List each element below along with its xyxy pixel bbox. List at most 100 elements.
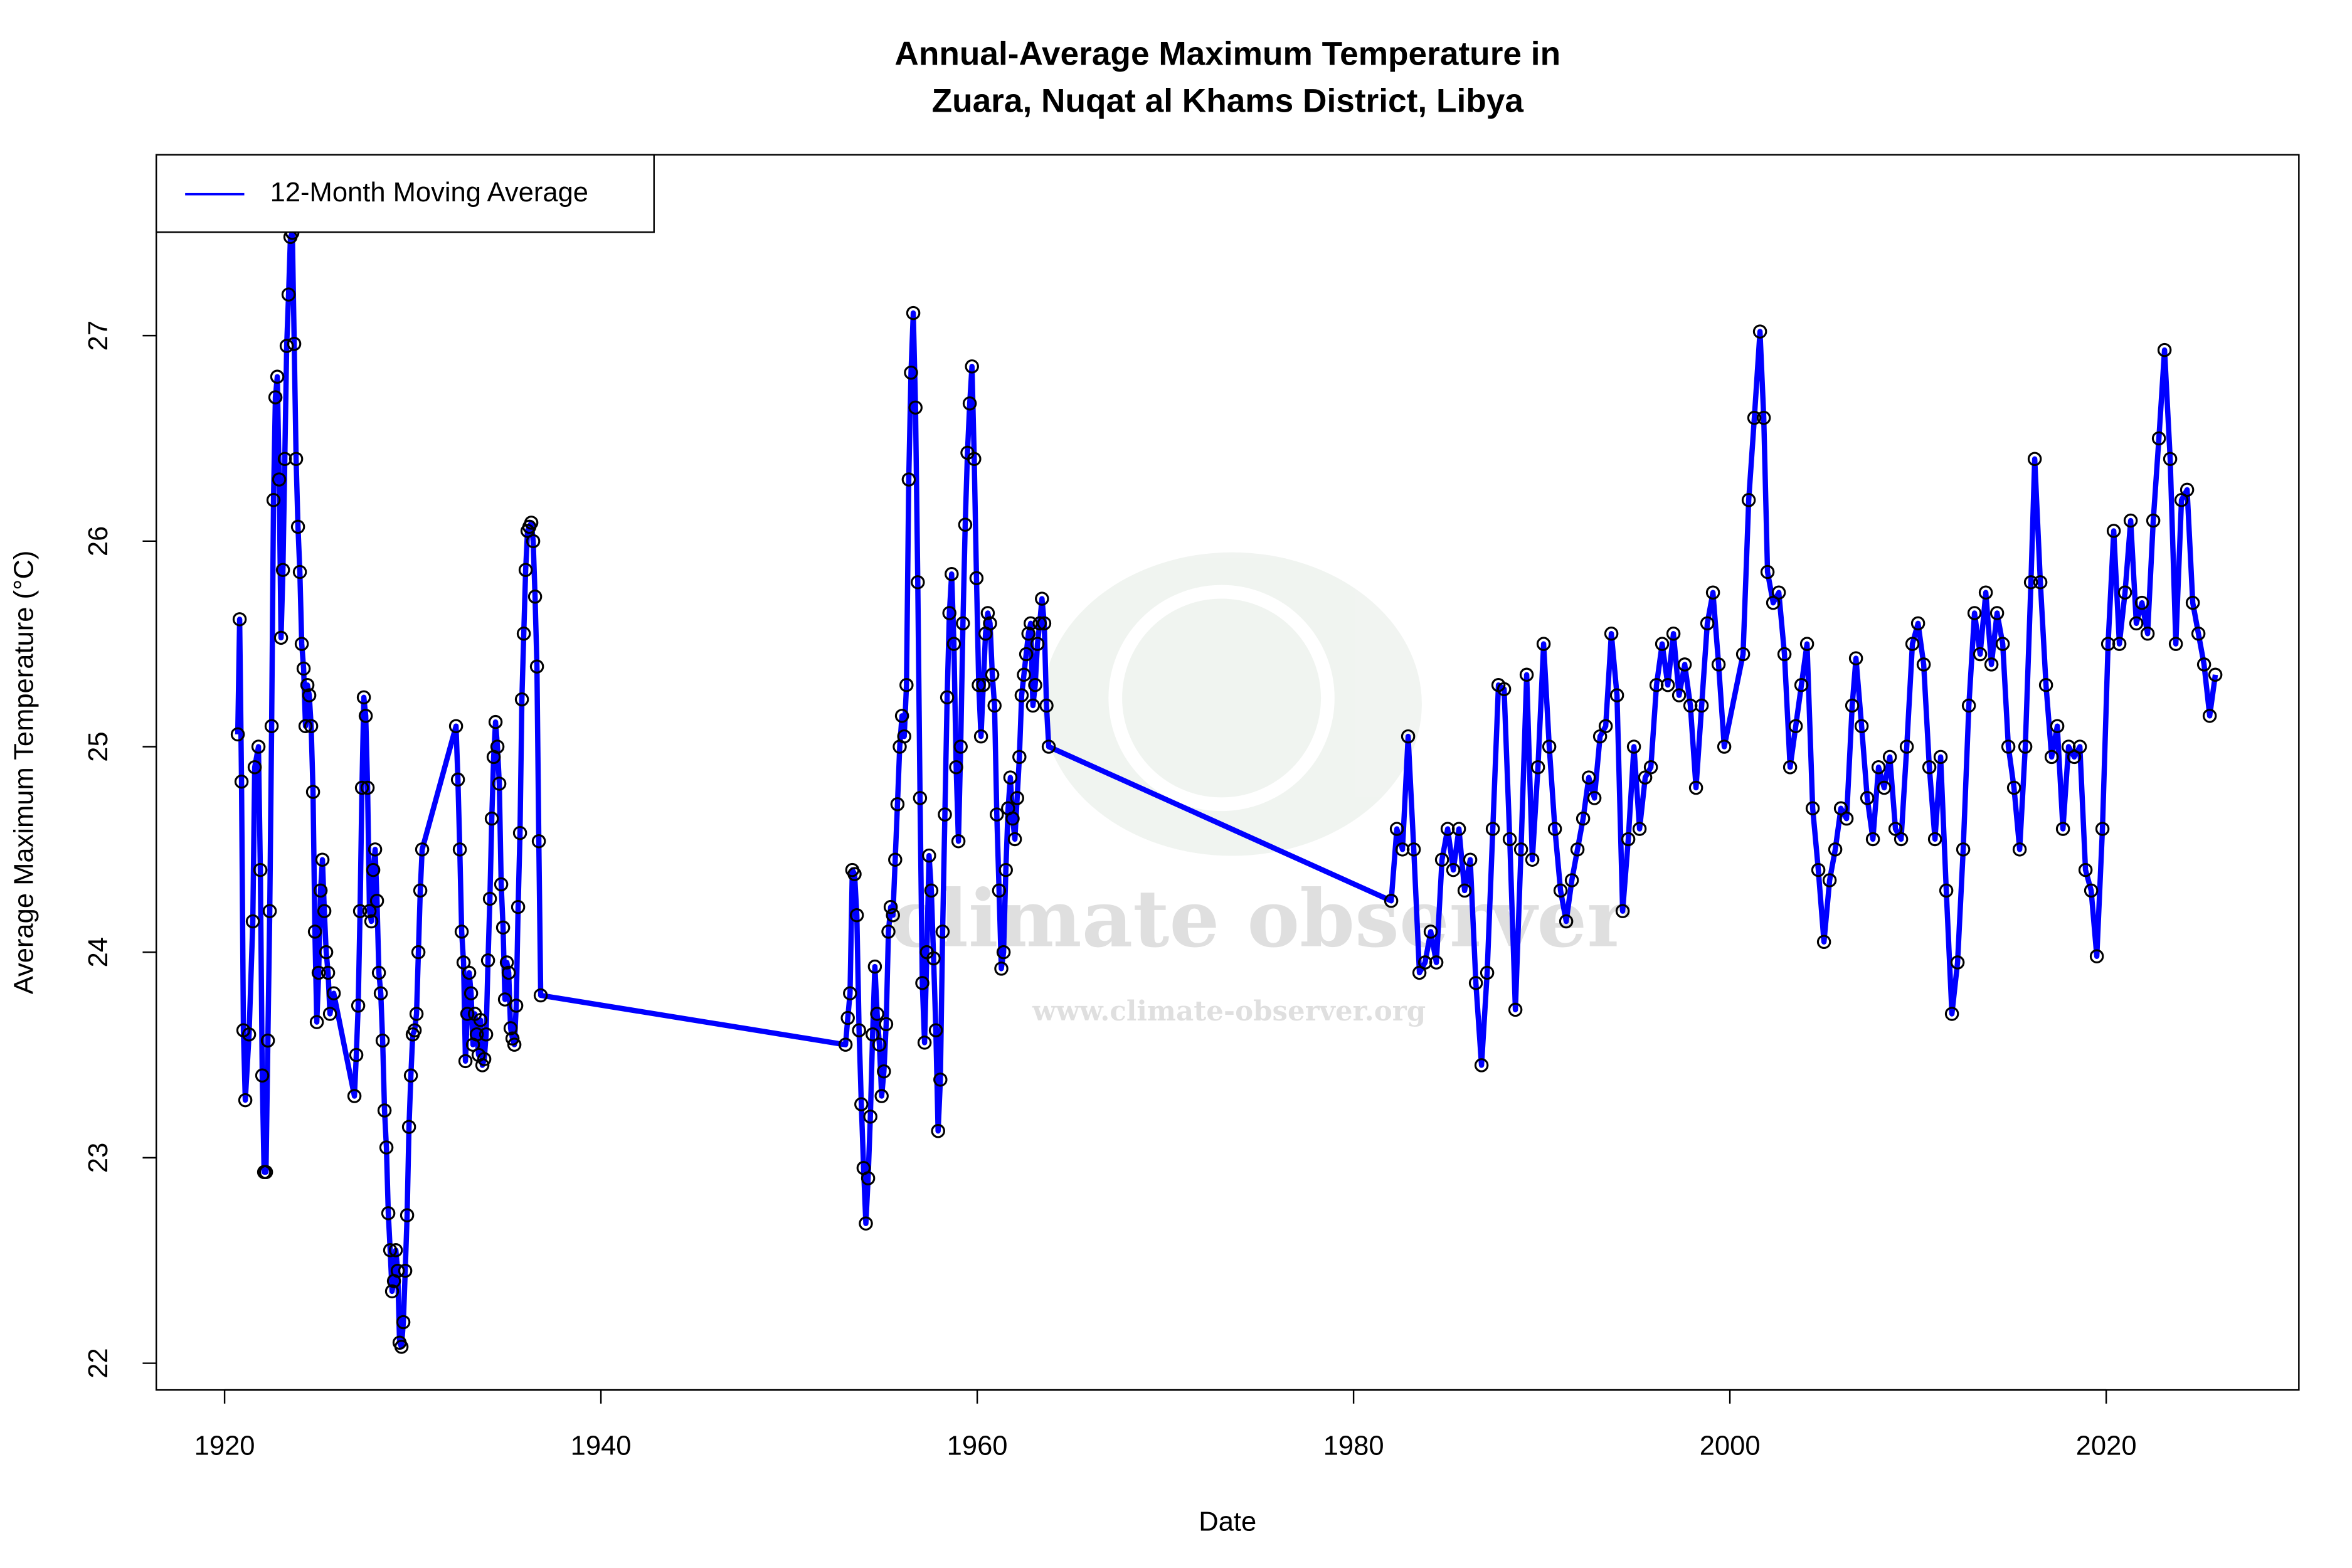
data-point bbox=[999, 862, 1013, 877]
data-point bbox=[1794, 677, 1809, 692]
data-point bbox=[1978, 585, 1993, 600]
data-point bbox=[2157, 342, 2172, 358]
data-point bbox=[1389, 822, 1404, 836]
data-point bbox=[1735, 647, 1751, 662]
data-point bbox=[238, 1093, 253, 1108]
data-point bbox=[450, 772, 465, 787]
data-point bbox=[1559, 914, 1574, 929]
data-point bbox=[245, 914, 260, 929]
data-point bbox=[1871, 760, 1886, 775]
data-point bbox=[398, 1263, 413, 1278]
data-point bbox=[2106, 524, 2121, 538]
data-point bbox=[1747, 410, 1762, 425]
data-point bbox=[294, 637, 309, 651]
data-point bbox=[1694, 698, 1709, 713]
data-point bbox=[886, 908, 900, 923]
data-point bbox=[897, 729, 911, 744]
data-point bbox=[349, 1047, 364, 1062]
data-point bbox=[1783, 760, 1798, 775]
data-point bbox=[381, 1206, 396, 1221]
data-point bbox=[2072, 739, 2087, 754]
data-point bbox=[877, 1064, 891, 1079]
data-point bbox=[1660, 677, 1675, 692]
data-point bbox=[516, 627, 531, 641]
data-point bbox=[866, 1027, 880, 1042]
data-point bbox=[272, 472, 287, 487]
data-point bbox=[1771, 585, 1786, 600]
watermark-logo bbox=[1042, 552, 1422, 856]
data-point bbox=[1939, 883, 1954, 898]
data-point bbox=[524, 516, 539, 530]
data-point bbox=[958, 517, 973, 532]
data-point bbox=[1910, 616, 1926, 631]
data-point bbox=[2050, 719, 2065, 733]
data-point bbox=[881, 924, 896, 939]
data-point bbox=[360, 780, 375, 795]
data-point bbox=[230, 727, 245, 742]
data-point bbox=[1525, 852, 1540, 867]
data-point bbox=[512, 825, 527, 840]
data-point bbox=[300, 677, 315, 692]
data-point bbox=[838, 1037, 853, 1052]
data-point bbox=[1446, 862, 1461, 877]
data-point bbox=[1905, 637, 1920, 651]
data-point bbox=[475, 1058, 490, 1073]
data-point bbox=[1480, 965, 1495, 980]
data-point bbox=[315, 852, 330, 867]
data-point bbox=[2123, 513, 2138, 528]
data-point bbox=[906, 305, 921, 320]
data-point bbox=[987, 698, 1002, 713]
data-point bbox=[1877, 780, 1892, 795]
data-point bbox=[1007, 832, 1022, 847]
data-point bbox=[1468, 976, 1483, 990]
data-point bbox=[2129, 616, 2144, 631]
data-point bbox=[253, 862, 268, 877]
data-point bbox=[1995, 637, 2010, 651]
data-point bbox=[403, 1068, 418, 1083]
data-point bbox=[852, 1023, 866, 1037]
data-point bbox=[396, 1315, 411, 1330]
data-point bbox=[2208, 667, 2223, 682]
data-point bbox=[347, 1089, 362, 1103]
data-point bbox=[1865, 832, 1880, 847]
data-point bbox=[1621, 832, 1636, 847]
data-point bbox=[1041, 739, 1056, 754]
data-point bbox=[928, 1023, 943, 1037]
data-point bbox=[983, 616, 997, 631]
data-point bbox=[307, 924, 322, 939]
data-point bbox=[1973, 647, 1988, 662]
data-point bbox=[464, 986, 479, 1000]
data-point bbox=[479, 1027, 494, 1042]
data-point bbox=[495, 920, 511, 935]
data-point bbox=[232, 612, 247, 627]
data-point bbox=[843, 986, 857, 1000]
data-point bbox=[1626, 739, 1641, 754]
data-point bbox=[319, 945, 334, 960]
data-point bbox=[362, 904, 377, 918]
data-point bbox=[956, 616, 970, 631]
data-point bbox=[415, 842, 430, 857]
data-point bbox=[1028, 677, 1042, 692]
data-point bbox=[1989, 606, 2005, 620]
data-point bbox=[1927, 832, 1942, 847]
data-point bbox=[509, 999, 524, 1013]
data-point bbox=[967, 452, 982, 466]
data-point bbox=[859, 1216, 873, 1231]
data-point bbox=[289, 452, 304, 466]
y-tick-label: 23 bbox=[83, 1143, 114, 1173]
data-point bbox=[1717, 739, 1732, 754]
data-point bbox=[1502, 832, 1517, 847]
data-point bbox=[1655, 637, 1670, 651]
chart-title: Zuara, Nuqat al Khams District, Libya bbox=[932, 83, 1524, 120]
data-point bbox=[526, 534, 541, 549]
y-tick-label: 27 bbox=[83, 320, 114, 351]
data-point bbox=[976, 677, 990, 692]
data-point bbox=[2134, 595, 2149, 610]
data-point bbox=[369, 894, 384, 908]
data-point bbox=[518, 563, 533, 577]
data-point bbox=[311, 965, 326, 980]
data-point bbox=[480, 953, 495, 968]
data-point bbox=[1632, 822, 1647, 836]
